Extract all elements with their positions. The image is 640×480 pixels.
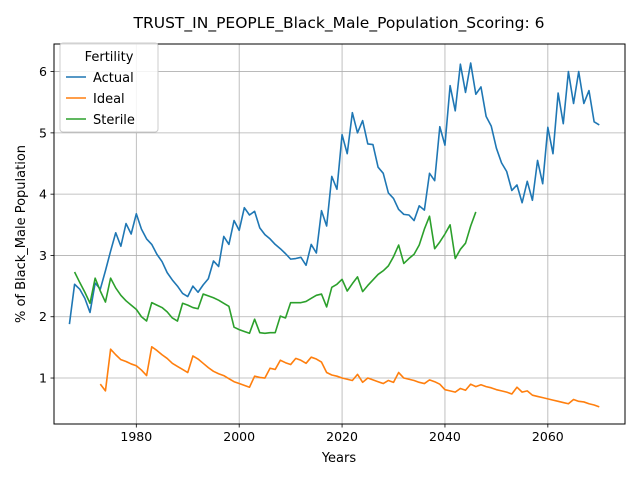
x-axis-label: Years — [321, 451, 357, 466]
x-tick-label: 2020 — [326, 429, 358, 444]
series-line-sterile — [75, 212, 476, 333]
legend-label-actual: Actual — [93, 71, 134, 86]
x-tick-label: 2060 — [532, 429, 564, 444]
x-axis: 1980 2000 2020 2040 2060 — [120, 424, 563, 444]
legend-label-sterile: Sterile — [93, 113, 135, 128]
y-tick-label: 4 — [39, 187, 47, 202]
series-line-ideal — [100, 347, 599, 407]
legend: Fertility Actual Ideal Sterile — [60, 43, 158, 132]
y-axis-label: % of Black_Male Population — [14, 145, 29, 323]
x-tick-label: 2000 — [223, 429, 255, 444]
chart-title: TRUST_IN_PEOPLE_Black_Male_Population_Sc… — [133, 14, 545, 33]
legend-title: Fertility — [85, 50, 134, 65]
y-tick-label: 3 — [39, 248, 47, 263]
y-tick-label: 5 — [39, 125, 47, 140]
y-tick-label: 6 — [39, 64, 47, 79]
x-tick-label: 1980 — [120, 429, 152, 444]
y-tick-label: 2 — [39, 309, 47, 324]
legend-label-ideal: Ideal — [93, 92, 125, 107]
y-tick-label: 1 — [39, 371, 47, 386]
y-axis: 1 2 3 4 5 6 — [39, 64, 54, 385]
x-tick-label: 2040 — [429, 429, 461, 444]
